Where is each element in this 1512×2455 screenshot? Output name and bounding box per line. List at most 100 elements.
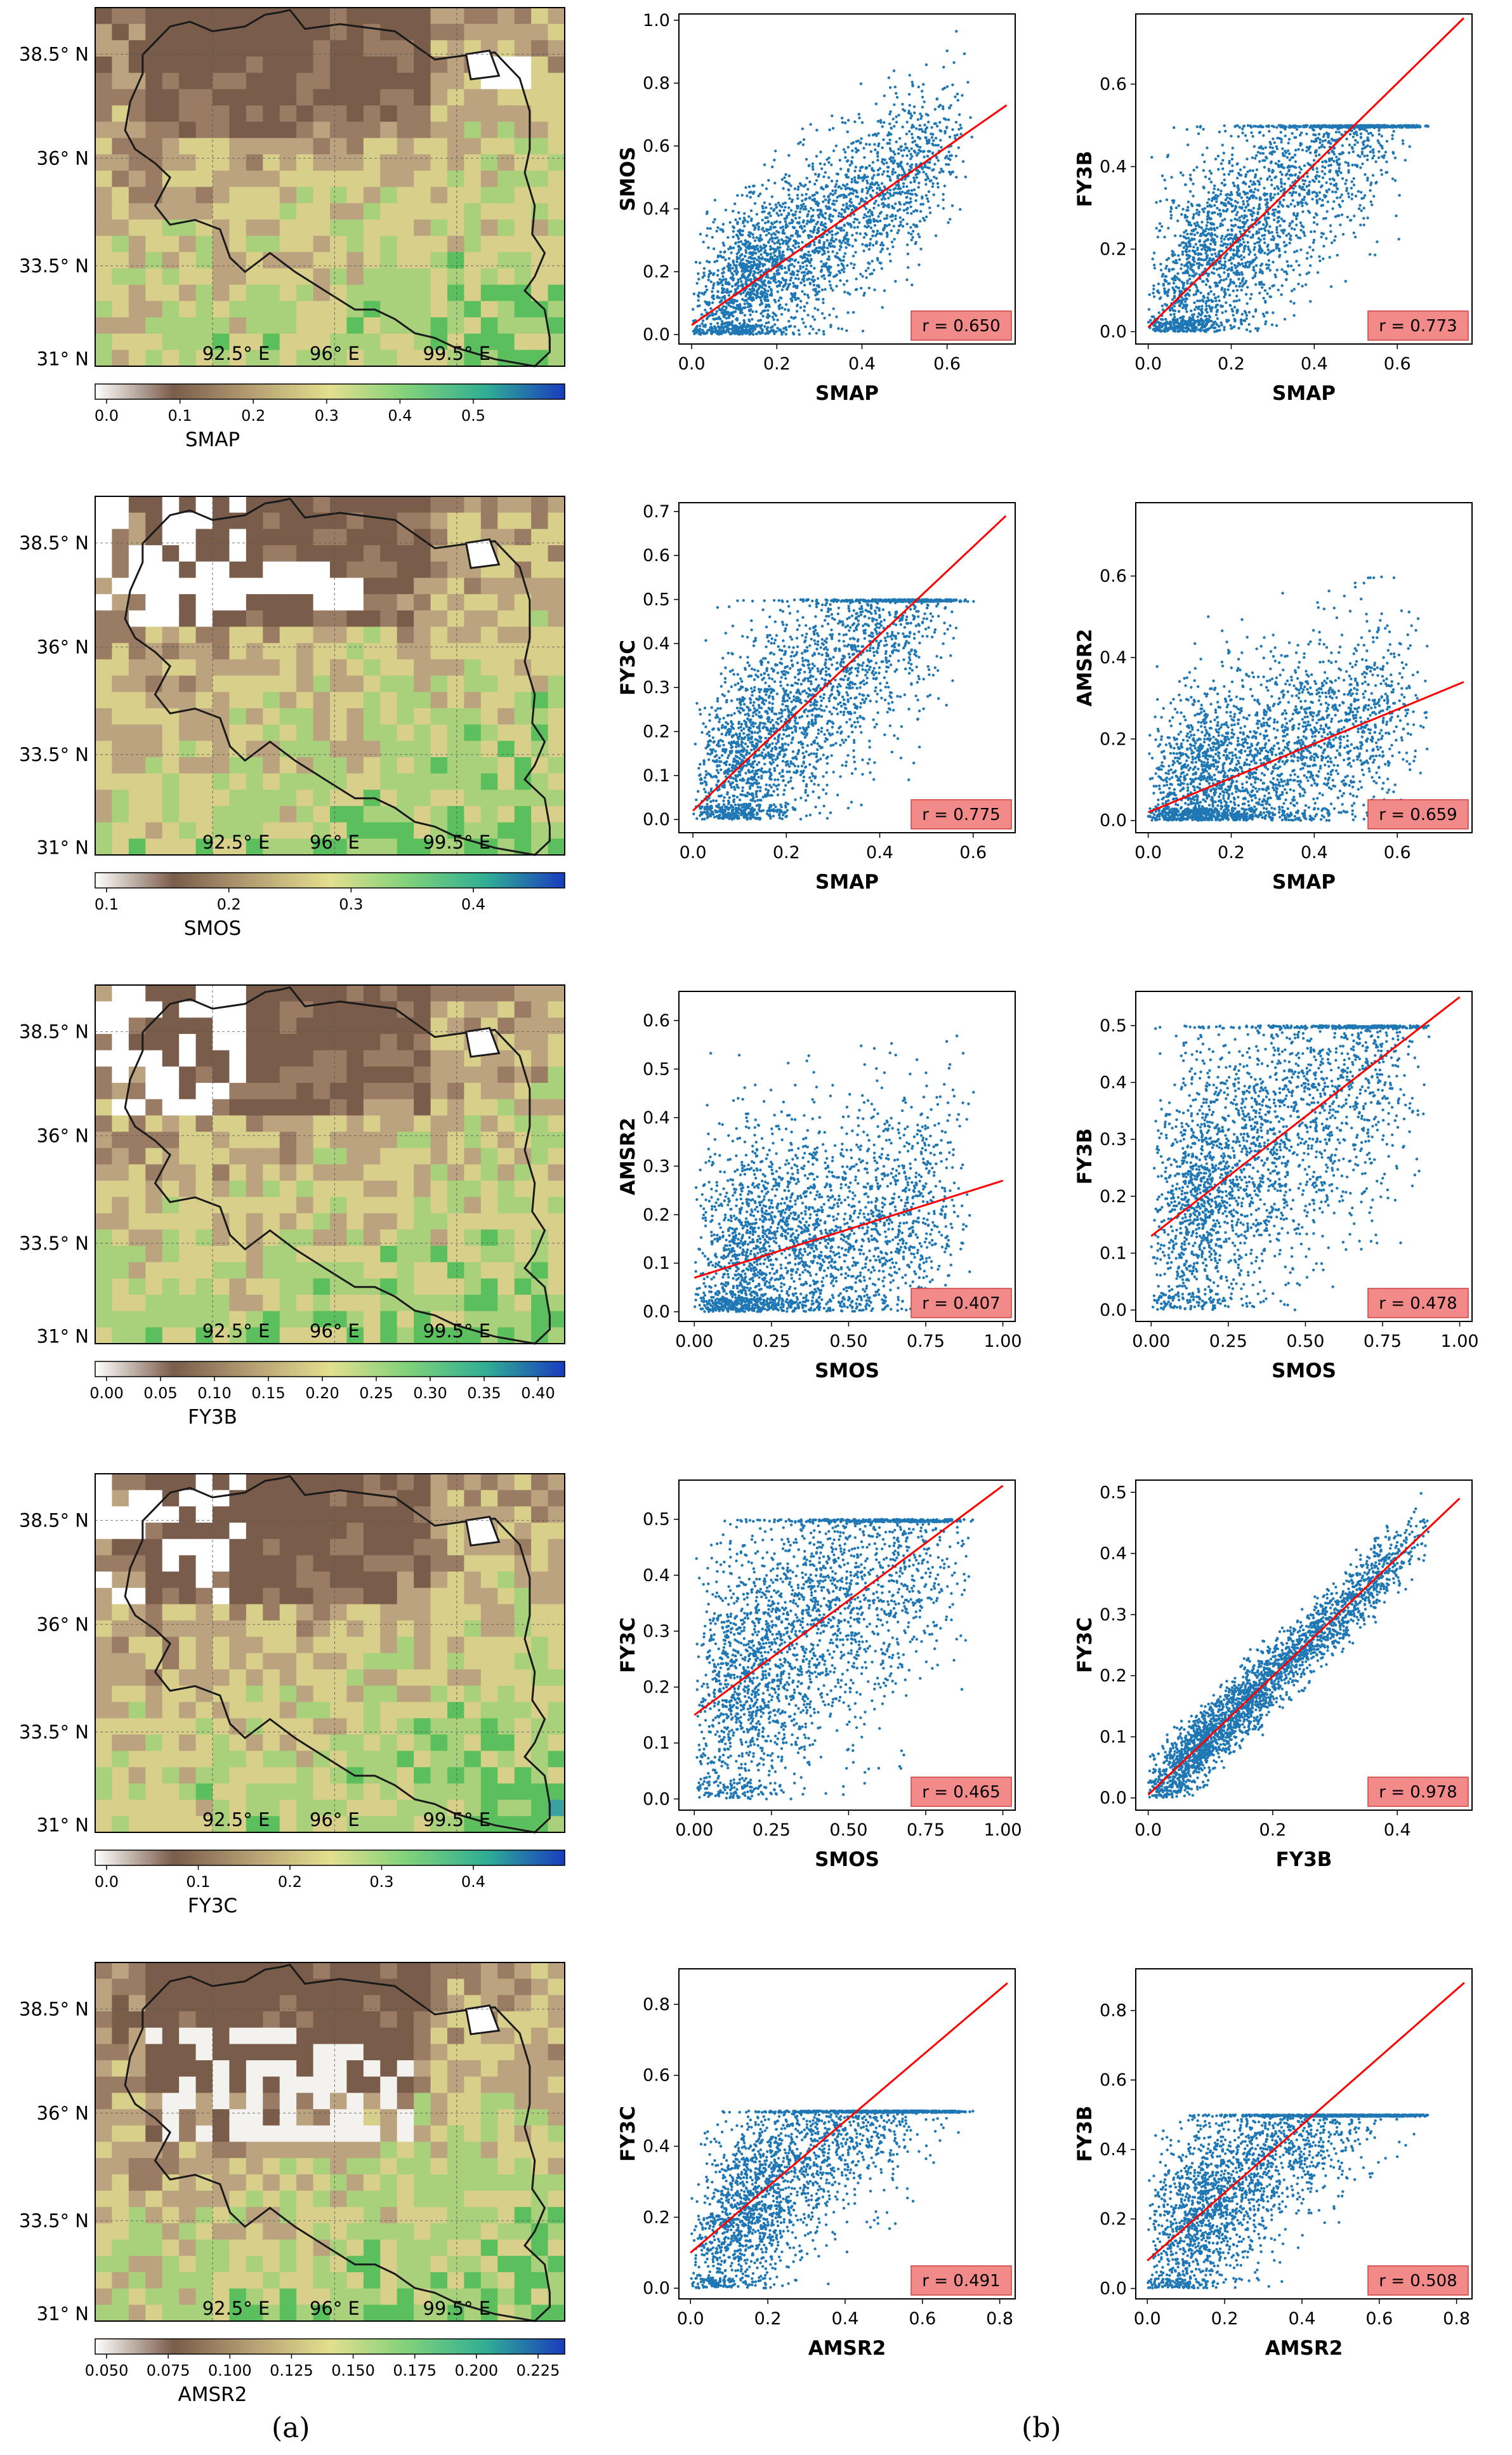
map-cell: [128, 1750, 146, 1768]
map-cell: [380, 2272, 398, 2289]
map-cell: [179, 1669, 197, 1686]
map-cell: [346, 805, 364, 823]
map-cell: [430, 2076, 448, 2094]
map-cell: [162, 2044, 180, 2061]
scatter-point: [773, 272, 776, 275]
map-cell: [128, 724, 146, 741]
map-cell: [330, 1718, 348, 1735]
map-cell: [263, 2141, 280, 2159]
scatter-point: [881, 161, 884, 164]
scatter-point: [835, 199, 838, 202]
map-cell: [213, 2044, 230, 2061]
map-cell: [363, 1555, 381, 1572]
map-cell: [162, 2060, 180, 2077]
scatter-point: [909, 192, 912, 195]
map-cell: [179, 1653, 197, 1670]
map-cell: [112, 1229, 129, 1247]
scatter-point: [769, 227, 772, 231]
scatter-point: [923, 123, 926, 127]
scatter-point: [919, 209, 923, 213]
map-cell: [497, 626, 515, 644]
scatter-point: [735, 266, 738, 269]
map-cell: [263, 105, 280, 122]
scatter-point: [905, 121, 909, 124]
scatter-point: [919, 202, 923, 206]
map-cell: [279, 805, 297, 823]
map-cell: [464, 1132, 482, 1149]
map-cell: [179, 317, 197, 334]
map-cell: [128, 692, 146, 709]
scatter-point: [835, 226, 838, 229]
scatter-point: [891, 170, 894, 173]
map-cell: [330, 2093, 348, 2110]
scatter-point: [820, 312, 824, 315]
scatter-point: [829, 284, 832, 287]
map-cell: [246, 1034, 263, 1051]
map-cell: [397, 154, 414, 171]
map-cell: [363, 2125, 381, 2143]
map-cell: [548, 561, 565, 579]
map-cell: [279, 1555, 297, 1572]
map-cell: [531, 2076, 549, 2094]
scatter-point: [922, 170, 925, 174]
scatter-point: [799, 306, 803, 309]
map-cell: [330, 2027, 348, 2045]
map-cell: [346, 561, 364, 579]
map-cell: [279, 1685, 297, 1703]
map-cell: [380, 1474, 398, 1491]
scatter-point: [716, 322, 720, 325]
map-cell: [179, 350, 197, 367]
scatter-point: [847, 193, 851, 196]
scatter-point: [773, 254, 777, 257]
map-cell: [213, 1278, 230, 1295]
map-cell: [313, 2158, 331, 2175]
scatter-point: [914, 151, 917, 154]
map-cell: [145, 1066, 163, 1083]
scatter-point: [903, 202, 906, 206]
map-cell: [313, 659, 331, 677]
map-cell: [548, 643, 565, 660]
map-cell: [112, 1245, 129, 1263]
scatter-point: [881, 146, 884, 149]
map-cell: [363, 1474, 381, 1491]
scatter-point: [912, 210, 916, 213]
colorbar-tick-label: 0.10: [197, 1384, 231, 1402]
map-cell: [531, 154, 549, 171]
scatter-point: [866, 175, 869, 178]
map-cell: [480, 1311, 498, 1328]
map-cell: [112, 2239, 129, 2256]
scatter-point: [723, 297, 726, 300]
scatter-point: [770, 195, 773, 199]
map-cell: [531, 545, 549, 562]
scatter-point: [902, 170, 906, 173]
map-cell: [95, 121, 113, 139]
scatter-point: [755, 213, 759, 216]
map-cell: [162, 105, 180, 122]
scatter-point: [750, 217, 753, 220]
map-cell: [380, 545, 398, 562]
map-cell: [330, 1083, 348, 1100]
map-cell: [296, 56, 314, 74]
scatter-point: [895, 96, 899, 99]
map-cell: [229, 2305, 247, 2322]
map-cell: [296, 317, 314, 334]
map-cell: [447, 724, 465, 741]
scatter-point: [827, 156, 831, 159]
map-cell: [313, 838, 331, 856]
scatter-point: [835, 284, 838, 288]
map-cell: [213, 2125, 230, 2143]
map-cell: [279, 1799, 297, 1816]
map-cell: [497, 1620, 515, 1638]
map-cell: [548, 773, 565, 790]
scatter-point: [784, 220, 787, 223]
map-cell: [447, 235, 465, 253]
map-cell: [397, 2288, 414, 2305]
map-cell: [296, 675, 314, 692]
colorbar: [95, 872, 565, 889]
map-cell: [346, 2027, 364, 2045]
scatter-point: [831, 230, 834, 233]
scatter-point: [889, 215, 892, 218]
map-cell: [229, 1148, 247, 1165]
map-cell: [213, 301, 230, 318]
map-cell: [497, 1115, 515, 1132]
